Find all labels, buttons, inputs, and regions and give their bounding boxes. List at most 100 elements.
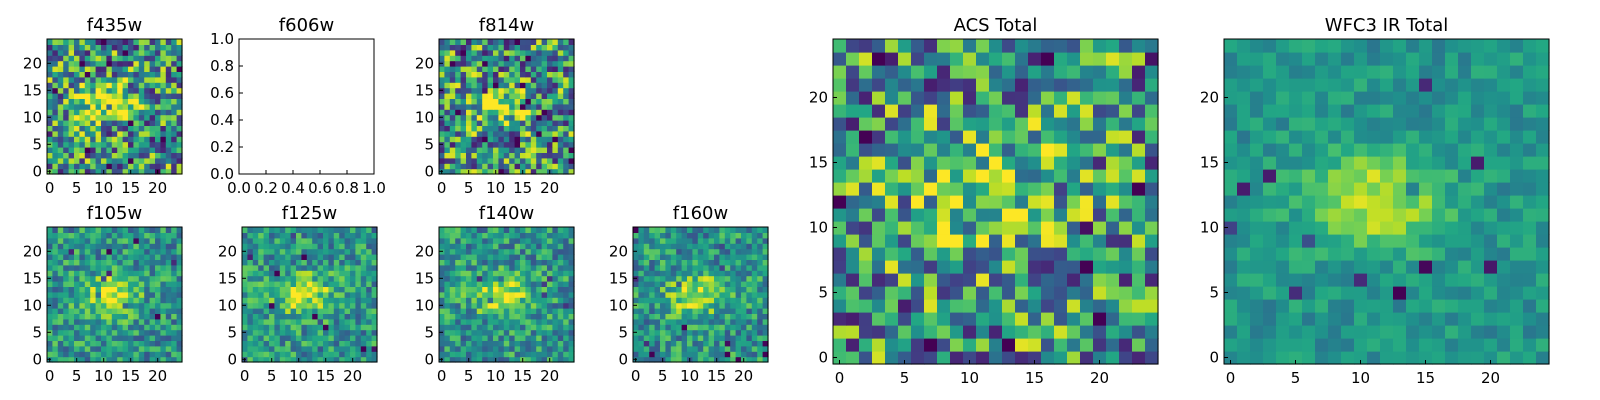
- heatmap-cell: [460, 82, 467, 89]
- heatmap-cell: [155, 93, 161, 99]
- heatmap-cell: [258, 297, 265, 304]
- heatmap-cell: [509, 345, 516, 352]
- heatmap-cell: [1328, 195, 1342, 209]
- heatmap-cell: [1484, 208, 1498, 222]
- heatmap-cell: [1054, 195, 1068, 209]
- heatmap-cell: [1002, 325, 1016, 339]
- heatmap-cell: [520, 227, 526, 233]
- heatmap-cell: [252, 227, 259, 233]
- heatmap-cell: [1263, 273, 1277, 287]
- heatmap-cell: [520, 248, 526, 255]
- heatmap-cell: [47, 120, 53, 126]
- heatmap-cell: [482, 168, 489, 175]
- heatmap-cell: [833, 78, 847, 92]
- heatmap-cell: [47, 163, 53, 170]
- heatmap-cell: [323, 351, 329, 358]
- heatmap-cell: [638, 324, 645, 331]
- heatmap-cell: [482, 71, 489, 78]
- heatmap-cell: [757, 318, 764, 325]
- heatmap-cell: [498, 130, 505, 137]
- heatmap-cell: [676, 302, 683, 309]
- heatmap-cell: [57, 120, 64, 126]
- heatmap-cell: [708, 345, 715, 352]
- heatmap-cell: [449, 248, 456, 255]
- heatmap-cell: [1380, 156, 1394, 170]
- heatmap-cell: [976, 169, 990, 183]
- heatmap-cell: [681, 281, 688, 287]
- heatmap-cell: [444, 237, 451, 244]
- heatmap-cell: [101, 345, 107, 352]
- heatmap-cell: [1484, 247, 1498, 261]
- heatmap-cell: [1132, 234, 1146, 248]
- heatmap-cell: [724, 340, 731, 347]
- heatmap-cell: [911, 299, 925, 313]
- y-tick-label: 5: [424, 135, 434, 153]
- heatmap-cell: [1119, 234, 1133, 248]
- heatmap-cell: [547, 93, 553, 99]
- heatmap-cell: [122, 313, 129, 320]
- y-tick-label: 15: [415, 81, 434, 99]
- heatmap-cell: [176, 227, 183, 233]
- heatmap-cell: [439, 308, 445, 314]
- heatmap-cell: [63, 168, 70, 175]
- heatmap-cell: [963, 130, 977, 144]
- heatmap-cell: [52, 340, 59, 347]
- heatmap-cell: [117, 275, 124, 282]
- heatmap-cell: [833, 156, 847, 170]
- heatmap-cell: [859, 299, 873, 313]
- heatmap-cell: [487, 324, 494, 331]
- heatmap-cell: [252, 340, 259, 347]
- heatmap-cell: [111, 237, 118, 244]
- heatmap-cell: [101, 114, 107, 121]
- heatmap-cell: [1510, 312, 1524, 326]
- heatmap-cell: [1367, 247, 1381, 261]
- heatmap-cell: [1497, 338, 1511, 352]
- heatmap-cell: [333, 318, 340, 325]
- heatmap-cell: [1106, 39, 1120, 53]
- heatmap-cell: [444, 243, 451, 250]
- heatmap-cell: [317, 351, 324, 358]
- heatmap-cell: [144, 291, 151, 298]
- heatmap-cell: [317, 345, 324, 352]
- heatmap-cell: [90, 93, 97, 99]
- heatmap-cell: [252, 345, 259, 352]
- heatmap-cell: [536, 275, 543, 282]
- heatmap-cell: [1263, 169, 1277, 183]
- heatmap-cell: [1145, 117, 1159, 131]
- heatmap-cell: [471, 335, 478, 341]
- heatmap-cell: [63, 163, 70, 170]
- heatmap-cell: [687, 275, 693, 282]
- heatmap-cell: [514, 259, 521, 266]
- heatmap-cell: [279, 232, 286, 239]
- heatmap-cell: [460, 232, 467, 239]
- heatmap-cell: [269, 254, 275, 260]
- heatmap-cell: [155, 98, 161, 105]
- heatmap-cell: [1093, 78, 1107, 92]
- heatmap-cell: [552, 248, 559, 255]
- heatmap-cell: [68, 168, 75, 175]
- heatmap-cell: [176, 109, 183, 116]
- heatmap-cell: [263, 232, 270, 239]
- heatmap-cell: [493, 243, 499, 250]
- heatmap-cell: [1224, 143, 1238, 157]
- heatmap-cell: [242, 351, 248, 358]
- heatmap-cell: [1536, 143, 1550, 157]
- heatmap-cell: [63, 243, 70, 250]
- heatmap-cell: [552, 351, 559, 358]
- heatmap-cell: [1406, 338, 1420, 352]
- heatmap-cell: [279, 351, 286, 358]
- heatmap-cell: [1276, 221, 1290, 235]
- heatmap-cell: [252, 237, 259, 244]
- heatmap-cell: [52, 130, 59, 137]
- x-tick-label: 0.8: [335, 179, 359, 197]
- heatmap-cell: [301, 318, 308, 325]
- heatmap-cell: [1276, 338, 1290, 352]
- heatmap-cell: [514, 98, 521, 105]
- heatmap-cell: [1224, 221, 1238, 235]
- heatmap-cell: [525, 55, 532, 62]
- heatmap-cell: [117, 356, 124, 363]
- heatmap-cell: [950, 299, 964, 313]
- heatmap-cell: [898, 312, 912, 326]
- heatmap-cell: [460, 87, 467, 94]
- heatmap-cell: [90, 141, 97, 148]
